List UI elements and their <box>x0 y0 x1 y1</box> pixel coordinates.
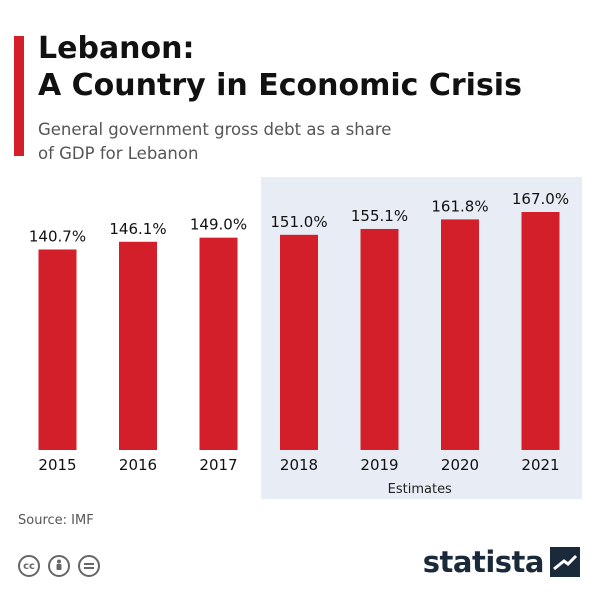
by-person-icon[interactable] <box>48 555 70 577</box>
estimates-label: Estimates <box>388 482 452 497</box>
data-label: 155.1% <box>351 207 408 225</box>
x-tick-label: 2015 <box>38 456 76 474</box>
x-tick-label: 2021 <box>521 456 559 474</box>
bar <box>521 212 560 450</box>
x-tick-label: 2020 <box>441 456 479 474</box>
bar <box>360 228 399 450</box>
title-line-1: Lebanon: <box>38 31 195 66</box>
source-note: Source: IMF <box>18 513 94 528</box>
x-tick-label: 2017 <box>199 456 237 474</box>
data-label: 167.0% <box>512 190 569 208</box>
accent-bar <box>14 36 24 156</box>
statista-logo-icon <box>550 547 580 577</box>
bar <box>119 241 157 450</box>
data-label: 151.0% <box>270 213 327 231</box>
bar <box>38 249 77 450</box>
bar <box>280 234 318 450</box>
x-tick-label: 2019 <box>360 456 398 474</box>
data-label: 161.8% <box>431 197 488 215</box>
subtitle-line-2: of GDP for Lebanon <box>38 144 199 163</box>
statista-logo[interactable]: statista <box>423 545 580 579</box>
bar <box>199 237 238 450</box>
data-label: 146.1% <box>109 220 166 238</box>
data-label: 149.0% <box>190 216 247 234</box>
page-title: Lebanon: A Country in Economic Crisis <box>38 30 522 104</box>
brand-wordmark: statista <box>422 545 545 579</box>
nd-equals-icon[interactable] <box>78 555 100 577</box>
x-tick-label: 2016 <box>119 456 157 474</box>
title-line-2: A Country in Economic Crisis <box>38 68 522 103</box>
page-subtitle: General government gross debt as a share… <box>38 118 558 166</box>
cc-icon[interactable]: cc <box>18 555 40 577</box>
x-tick-label: 2018 <box>280 456 318 474</box>
license-icons: cc <box>18 555 100 577</box>
data-label: 140.7% <box>29 227 86 245</box>
subtitle-line-1: General government gross debt as a share <box>38 120 392 139</box>
bar <box>441 219 479 450</box>
